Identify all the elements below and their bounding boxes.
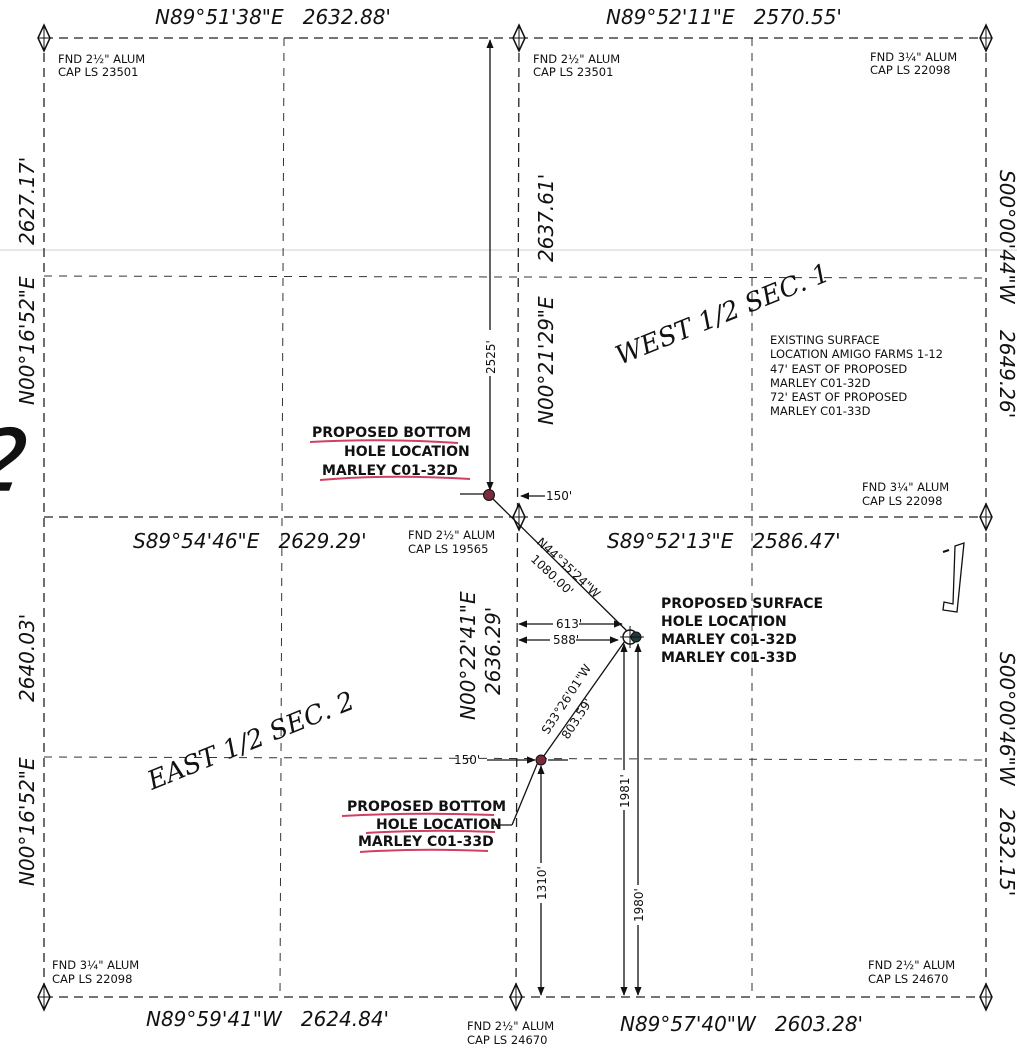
bh33-line3: MARLEY C01-33D	[358, 834, 494, 850]
note-sw-line1: FND 3¼" ALUM	[52, 958, 139, 972]
east-lower-bearing: S00°00'46"W	[995, 652, 1017, 787]
trajectory-32d	[489, 495, 631, 635]
monument-notes: FND 2½" ALUM CAP LS 23501 FND 2½" ALUM C…	[52, 50, 957, 1047]
bh32-line3: MARLEY C01-32D	[322, 463, 458, 479]
bearing-north-east: N89°52'11"E 2570.55'	[606, 5, 842, 29]
note-sc-line1: FND 2½" ALUM	[467, 1019, 554, 1033]
corner-monuments	[37, 23, 993, 1012]
monument-ne	[979, 23, 993, 53]
surface-line3: MARLEY C01-32D	[661, 632, 797, 648]
note-nc-line1: FND 2½" ALUM	[533, 52, 620, 66]
dim-613: 613'	[556, 617, 582, 631]
west-upper-distance: 2627.17'	[15, 157, 39, 245]
note-se-line2: CAP LS 24670	[868, 972, 948, 986]
note-nw-line2: CAP LS 23501	[58, 65, 138, 79]
monument-center	[512, 502, 526, 532]
dim-1310: 1310'	[535, 866, 549, 900]
note-nc-line2: CAP LS 23501	[533, 65, 613, 79]
west-lower-bearing: N00°16'52"E	[15, 757, 39, 886]
bottom-hole-33d-label: PROPOSED BOTTOM HOLE LOCATION MARLEY C01…	[341, 761, 539, 853]
bh32-line1: PROPOSED BOTTOM	[312, 425, 471, 441]
note-sc-line2: CAP LS 24670	[467, 1033, 547, 1047]
note-e-line1: FND 3¼" ALUM	[862, 480, 949, 494]
note-ne-line2: CAP LS 22098	[870, 63, 950, 77]
bottom-hole-32d-point	[483, 489, 495, 501]
dim-1980: 1980'	[632, 888, 646, 922]
dim-1981: 1981'	[618, 774, 632, 808]
monument-sc	[509, 982, 523, 1012]
existing-line3: 47' EAST OF PROPOSED	[770, 362, 907, 376]
bearing-north-west: N89°51'38"E 2632.88'	[155, 5, 391, 29]
monument-sw	[37, 982, 51, 1012]
note-sw-line2: CAP LS 22098	[52, 972, 132, 986]
center-line	[515, 37, 520, 998]
trajectory-33d	[540, 637, 628, 761]
monument-nw	[37, 23, 51, 53]
proposed-surface-label: PROPOSED SURFACE HOLE LOCATION MARLEY C0…	[661, 596, 823, 666]
surface-line4: MARLEY C01-33D	[661, 650, 797, 666]
center-upper-distance: 2637.61'	[534, 174, 558, 262]
existing-line2: LOCATION AMIGO FARMS 1-12	[770, 347, 943, 361]
line-bearings: N89°51'38"E 2632.88' N89°52'11"E 2570.55…	[15, 5, 1017, 1036]
note-e-line2: CAP LS 22098	[862, 494, 942, 508]
bottom-hole-32d-label: PROPOSED BOTTOM HOLE LOCATION MARLEY C01…	[309, 425, 484, 495]
surface-line2: HOLE LOCATION	[661, 614, 787, 630]
dim-588: 588'	[553, 633, 579, 647]
bearing-mid-west: S89°54'46"E 2629.29'	[133, 529, 367, 553]
monument-se	[979, 982, 993, 1012]
existing-line1: EXISTING SURFACE	[770, 333, 880, 347]
monument-east	[979, 502, 993, 532]
note-center-line1: FND 2½" ALUM	[408, 528, 495, 542]
bottom-hole-33d-point	[535, 754, 547, 766]
center-lower-distance: 2636.29'	[481, 607, 505, 695]
bearing-south-east: N89°57'40"W 2603.28'	[620, 1012, 863, 1036]
dim-2525: 2525'	[484, 340, 498, 374]
note-nw-line1: FND 2½" ALUM	[58, 52, 145, 66]
west-lower-distance: 2640.03'	[15, 614, 39, 702]
well-points	[483, 489, 644, 766]
dim-150-lower: 150'	[454, 753, 480, 767]
label-east-half-sec-2: EAST 1/2 SEC. 2	[142, 686, 358, 797]
dim-150-upper: 150'	[546, 489, 572, 503]
svg-text:2: 2	[0, 412, 36, 510]
bh33-line1: PROPOSED BOTTOM	[347, 799, 506, 815]
existing-surface-note: EXISTING SURFACE LOCATION AMIGO FARMS 1-…	[770, 333, 943, 418]
north-arrow-icon	[942, 542, 965, 613]
east-upper-distance: 2649.26'	[995, 330, 1017, 418]
monument-nc	[512, 23, 526, 53]
note-ne-line1: FND 3¼" ALUM	[870, 50, 957, 64]
existing-line6: MARLEY C01-33D	[770, 404, 871, 418]
surface-line1: PROPOSED SURFACE	[661, 596, 823, 612]
note-center-line2: CAP LS 19565	[408, 542, 488, 556]
west-upper-bearing: N00°16'52"E	[15, 276, 39, 405]
existing-line5: 72' EAST OF PROPOSED	[770, 390, 907, 404]
section-number-mark: 2	[0, 411, 37, 511]
center-upper-bearing: N00°21'29"E	[534, 296, 558, 425]
bh32-line2: HOLE LOCATION	[344, 444, 470, 460]
east-upper-bearing: S00°00'44"W	[995, 170, 1017, 305]
bearing-mid-east: S89°52'13"E 2586.47'	[607, 529, 841, 553]
existing-line4: MARLEY C01-32D	[770, 376, 871, 390]
bearing-south-west: N89°59'41"W 2624.84'	[146, 1007, 389, 1031]
dimension-lines: 2525' 150' 613' 588' 150' 1981' 1980' 13…	[454, 39, 647, 996]
note-se-line1: FND 2½" ALUM	[868, 958, 955, 972]
quarter-lines	[43, 37, 987, 998]
center-lower-bearing: N00°22'41"E	[456, 591, 480, 720]
bh33-line2: HOLE LOCATION	[376, 817, 502, 833]
surface-hole-icon	[620, 626, 644, 648]
east-lower-distance: 2632.15'	[995, 808, 1017, 896]
